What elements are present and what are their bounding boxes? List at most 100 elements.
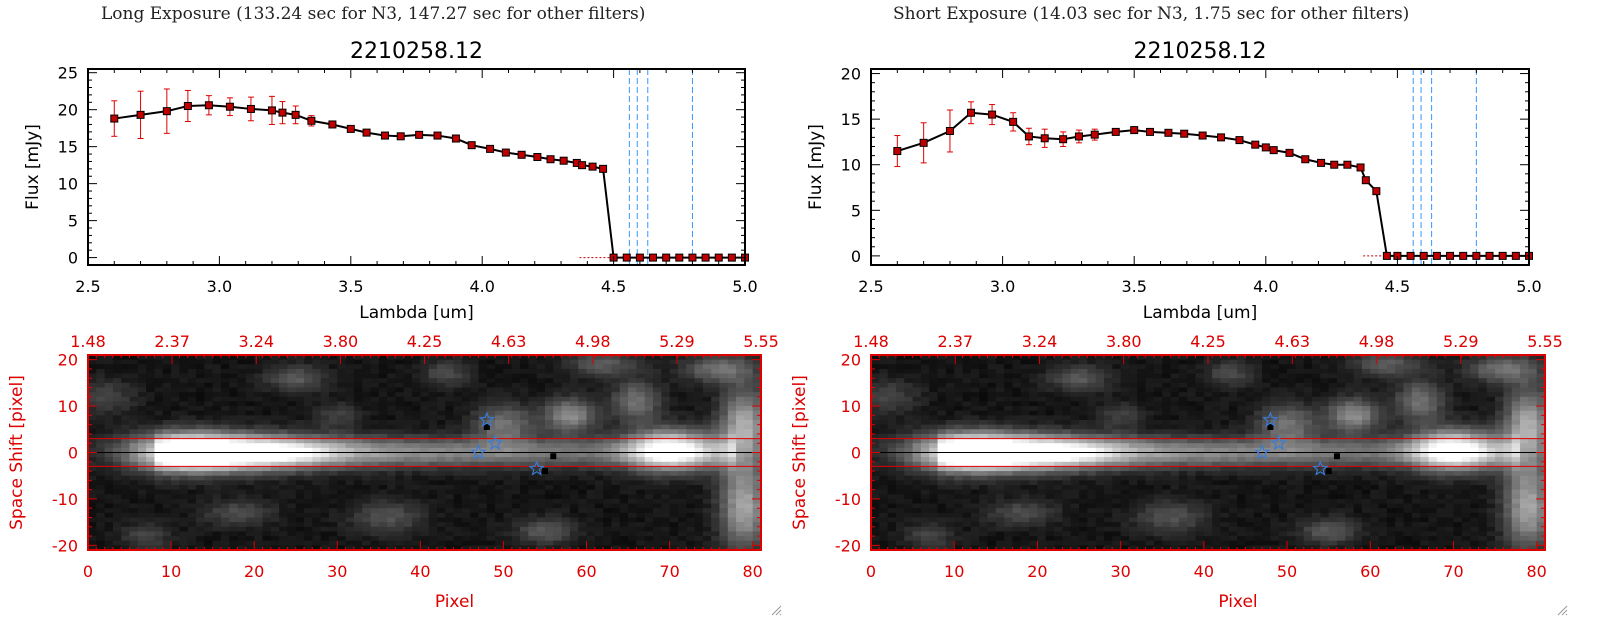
heatmap-cell: [1478, 368, 1488, 374]
heatmap-cell: [603, 401, 612, 407]
heatmap-cell: [254, 545, 263, 551]
heatmap-cell: [1428, 364, 1438, 370]
heatmap-cell: [204, 415, 214, 421]
heatmap-cell: [1170, 355, 1180, 361]
heatmap-cell: [677, 545, 687, 551]
heatmap-cell: [353, 536, 363, 542]
heatmap-cell: [611, 503, 621, 509]
heatmap-cell: [270, 471, 280, 477]
heatmap-cell: [594, 531, 604, 537]
heatmap-cell: [536, 429, 546, 435]
heatmap-cell: [254, 392, 263, 398]
heatmap-cell: [752, 503, 762, 509]
heatmap-cell: [520, 494, 529, 500]
heatmap-cell: [270, 522, 280, 528]
heatmap-cell: [702, 373, 712, 379]
heatmap-cell: [171, 503, 180, 509]
heatmap-cell: [112, 447, 122, 453]
heatmap-cell: [478, 536, 488, 542]
heatmap-cell: [619, 433, 629, 439]
heatmap-cell: [628, 536, 637, 542]
heatmap-cell: [104, 410, 114, 416]
heatmap-cell: [370, 424, 380, 430]
heatmap-cell: [295, 531, 305, 537]
heatmap-cell: [187, 471, 197, 477]
heatmap-cell: [279, 410, 288, 416]
heatmap-cell: [503, 396, 513, 402]
heatmap-cell: [179, 364, 189, 370]
heatmap-cell: [503, 512, 513, 518]
heatmap-cell: [229, 382, 238, 388]
heatmap-cell: [254, 498, 263, 504]
heatmap-cell: [619, 494, 629, 500]
heatmap-cell: [503, 545, 513, 551]
heatmap-cell: [1162, 364, 1171, 370]
heatmap-cell: [586, 536, 596, 542]
heatmap-cell: [912, 396, 922, 402]
heatmap-cell: [387, 401, 396, 407]
heatmap-cell: [561, 531, 571, 537]
heatmap-cell: [711, 503, 720, 509]
heatmap-cell: [727, 526, 737, 532]
heatmap-cell: [146, 406, 155, 412]
heatmap-cell: [1370, 378, 1379, 384]
spectrum-plot-0: 2210258.122.5 3.0 3.5 4.0 4.5 5.00510152025La…: [23, 39, 758, 323]
heatmap-cell: [553, 545, 562, 551]
heatmap-cell: [486, 494, 496, 500]
heatmap-cell: [727, 457, 737, 463]
heatmap-cell: [104, 485, 114, 491]
heatmap-cell: [1303, 368, 1313, 374]
heatmap-cell: [196, 429, 205, 435]
heatmap-cell: [337, 373, 346, 379]
heatmap-cell: [204, 536, 214, 542]
heatmap-cell: [212, 424, 222, 430]
heatmap-cell: [686, 508, 695, 514]
heatmap-cell: [129, 382, 139, 388]
heatmap-cell: [470, 364, 479, 370]
heatmap-cell: [187, 526, 197, 532]
heatmap-cell: [428, 373, 438, 379]
data-point: [1269, 146, 1278, 155]
heatmap-cell: [129, 457, 139, 463]
heatmap-cell: [262, 373, 272, 379]
heatmap-cell: [212, 457, 222, 463]
heatmap-cell: [1436, 359, 1446, 365]
heatmap-cell: [1270, 359, 1280, 365]
heatmap-cell: [920, 392, 930, 398]
heatmap-cell: [752, 401, 762, 407]
heatmap-cell: [295, 364, 305, 370]
heatmap-cell: [204, 373, 214, 379]
heatmap-cell: [1095, 396, 1105, 402]
heatmap-cell: [569, 392, 579, 398]
heatmap-cell: [544, 396, 554, 402]
heatmap-cell: [569, 536, 579, 542]
heatmap-cell: [1361, 387, 1371, 393]
heatmap-cell: [1445, 382, 1454, 388]
heatmap-cell: [162, 378, 172, 384]
heatmap-cell: [237, 359, 247, 365]
heatmap-cell: [619, 517, 629, 523]
heatmap-cell: [719, 480, 729, 486]
heatmap-cell: [104, 489, 114, 495]
heatmap-cell: [328, 471, 338, 477]
heatmap-cell: [96, 420, 106, 426]
heatmap-cell: [112, 438, 122, 444]
heatmap-cell: [744, 475, 754, 481]
heatmap-cell: [1079, 396, 1088, 402]
heatmap-cell: [129, 429, 139, 435]
x-tick-label: 3.0: [207, 277, 232, 296]
heatmap-cell: [553, 531, 562, 537]
heatmap-cell: [652, 373, 662, 379]
heatmap-cell: [586, 512, 596, 518]
heatmap-cell: [295, 540, 305, 546]
heatmap-cell: [262, 508, 272, 514]
heatmap-cell: [912, 355, 922, 361]
heatmap-cell: [987, 382, 997, 388]
heatmap-cell: [137, 368, 147, 374]
heatmap-cell: [112, 443, 122, 449]
heatmap-cell: [245, 364, 255, 370]
heatmap-cell: [304, 461, 313, 467]
heatmap-cell: [486, 475, 496, 481]
heatmap-cell: [445, 443, 454, 449]
heatmap-cell: [146, 475, 155, 481]
